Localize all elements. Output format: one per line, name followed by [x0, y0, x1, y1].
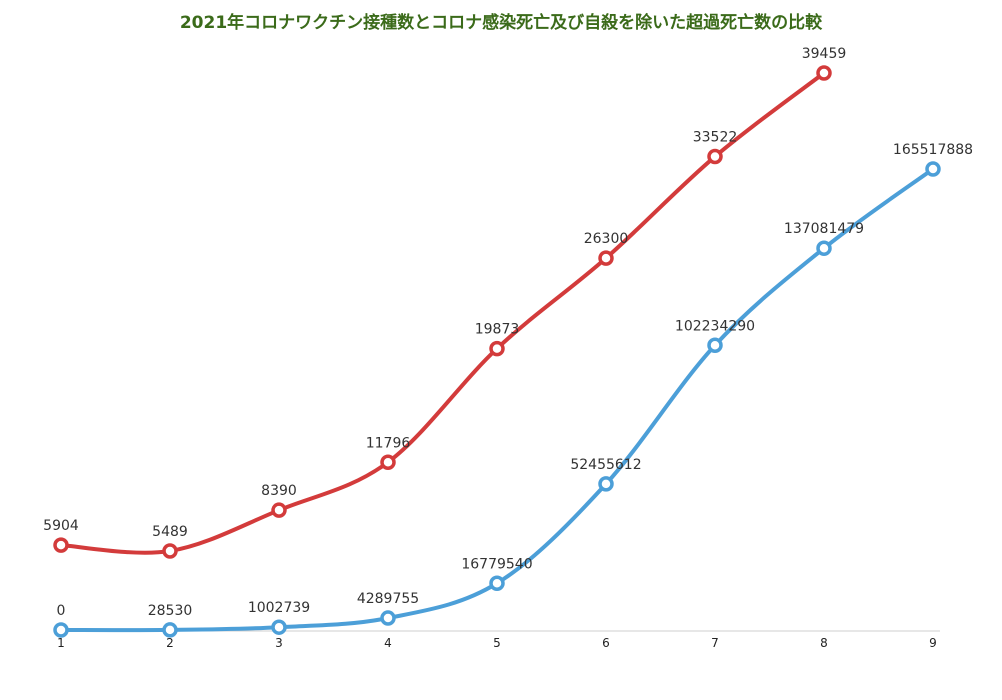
red-series-point — [380, 454, 396, 471]
blue-series-line — [59, 167, 935, 633]
x-tick-label: 8 — [820, 636, 828, 650]
blue-series-point — [598, 476, 614, 492]
blue-series-data-label: 102234290 — [675, 318, 755, 334]
blue-series-data-label: 165517888 — [893, 142, 973, 158]
chart-title: 2021年コロナワクチン接種数とコロナ感染死亡及び自殺を除いた超過死亡数の比較 — [179, 13, 823, 33]
series-points — [53, 65, 941, 638]
red-series-data-label: 39459 — [802, 46, 847, 62]
x-tick-label: 1 — [57, 636, 65, 650]
red-series-data-label: 26300 — [584, 231, 629, 247]
red-series-data-label: 5489 — [152, 524, 188, 540]
red-series-point — [816, 65, 832, 81]
x-tick-label: 6 — [602, 636, 610, 650]
red-series-point — [707, 148, 723, 165]
blue-series-data-label: 1002739 — [248, 600, 310, 616]
x-tick-label: 9 — [929, 636, 937, 650]
x-tick-label: 5 — [493, 636, 501, 650]
x-tick-label: 3 — [275, 636, 283, 650]
blue-series-point — [53, 622, 69, 638]
blue-series-data-label: 0 — [57, 603, 66, 619]
red-series-point — [489, 340, 505, 357]
blue-series-data-label: 137081479 — [784, 221, 864, 237]
red-series-data-label: 5904 — [43, 518, 79, 534]
blue-series-point — [707, 337, 723, 354]
red-series-data-label: 33522 — [693, 130, 738, 146]
red-series-point — [53, 537, 69, 553]
red-series-line — [59, 71, 826, 555]
blue-series-data-label: 4289755 — [357, 591, 419, 607]
blue-series-data-label: 28530 — [148, 603, 193, 619]
red-series-point — [162, 543, 178, 559]
blue-series-data-label: 16779540 — [461, 556, 532, 572]
red-series-point — [598, 250, 614, 266]
blue-series-point — [489, 575, 505, 592]
blue-series-point — [816, 240, 832, 256]
x-tick-label: 4 — [384, 636, 392, 650]
series-lines — [59, 71, 935, 633]
blue-series-point — [271, 619, 287, 635]
red-series-data-label: 11796 — [366, 435, 411, 451]
blue-series-data-label: 52455612 — [570, 457, 641, 473]
x-tick-label: 2 — [166, 636, 174, 650]
red-series-data-label: 8390 — [261, 483, 297, 499]
red-series-point — [271, 502, 287, 518]
blue-series-point — [925, 161, 941, 177]
blue-series-point — [380, 610, 396, 626]
x-axis: 1 2 3 4 5 6 7 8 9 — [55, 630, 940, 650]
data-labels: 0 28530 1002739 4289755 16779540 52455612 1022… — [43, 46, 973, 619]
x-tick-label: 7 — [711, 636, 719, 650]
blue-series-point — [162, 622, 178, 638]
red-series-data-label: 19873 — [475, 322, 520, 338]
